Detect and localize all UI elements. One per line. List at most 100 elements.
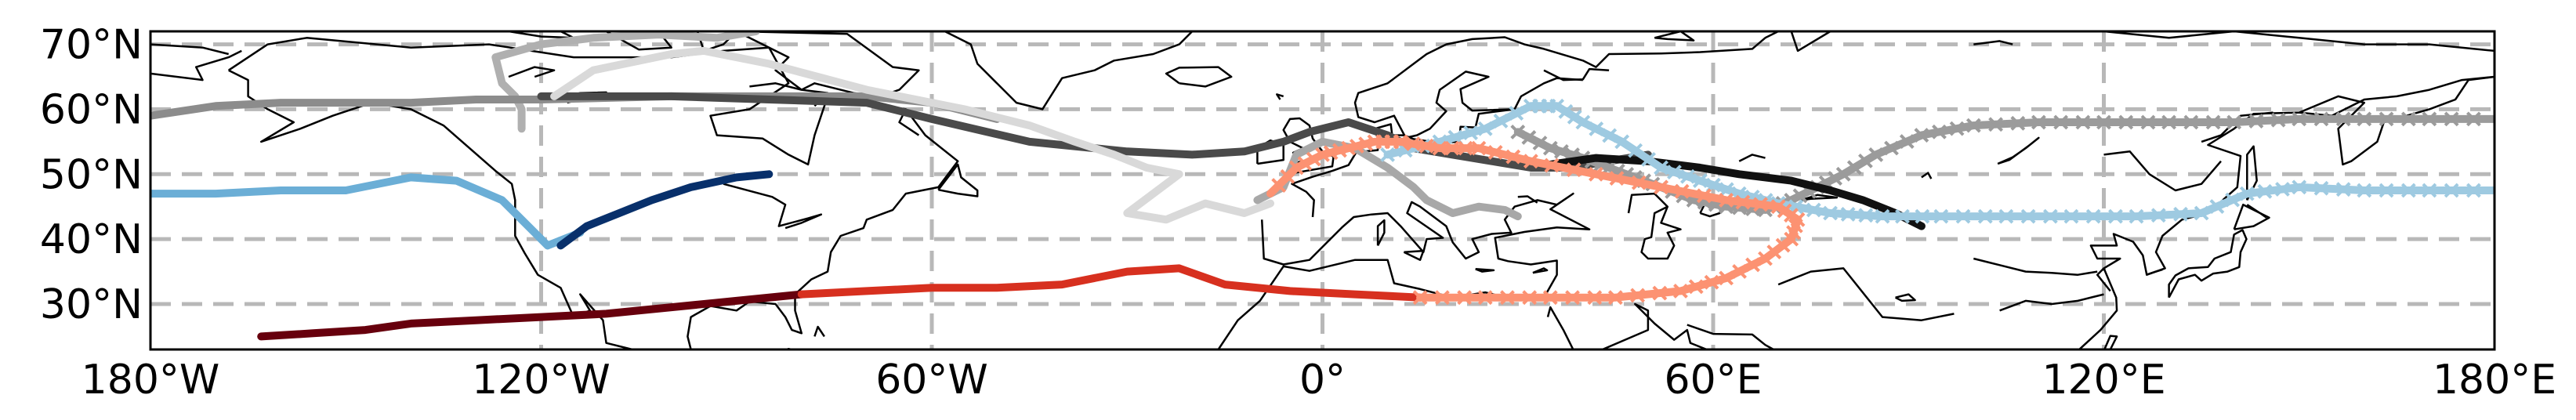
trajectory-marker [1652,285,1668,301]
trajectory-marker [2422,111,2437,127]
trajectory-marker [1770,199,1786,215]
trajectory-marker [1692,173,1708,188]
trajectory-marker [2465,183,2481,198]
trajectory-marker [1432,140,1447,156]
x-tick-label: 120°E [2042,357,2165,404]
trajectory-marker [1522,290,1538,306]
trajectory-marker [1680,168,1695,184]
x-tick-label: 0° [1299,357,1346,404]
trajectory-marker [2108,208,2123,224]
trajectory-marker [1933,208,1949,224]
trajectory-marker [1458,140,1473,156]
trajectory-marker [1510,125,1526,139]
coastline-baffin [735,31,920,98]
trajectory-marker [1477,121,1493,136]
trajectory-marker [1790,212,1806,227]
trajectory-marker [1735,194,1751,210]
coastline-canada-lakes [723,183,823,230]
trajectory-line-8 [556,170,774,250]
trajectory-marker [1745,257,1760,273]
coastline-crete [1475,268,1495,273]
coastline-arctic-siberia [1790,31,2494,52]
trajectory-marker [1667,165,1682,180]
x-tick-label: 180°W [82,357,220,404]
trajectory-marker [1566,162,1581,178]
trajectory-marker [1998,208,2014,224]
trajectory-marker [1493,114,1509,129]
trajectory-marker [1806,202,1821,218]
trajectory-marker [2257,183,2273,199]
coastline-cuba [784,347,796,349]
trajectory-marker [2042,208,2058,224]
trajectory-line-3 [550,46,1274,224]
trajectory-marker [1719,193,1734,208]
coastline-arabia-persia [1546,306,1603,349]
trajectory-line-6 [1546,154,1926,230]
coastline-india-east [1882,348,1885,349]
trajectory-marker [1719,270,1734,286]
trajectory-marker [1674,183,1690,199]
coastline-black-sea-n [1517,195,1538,204]
coastline-caspian [1627,192,1682,260]
trajectory-marker [1895,208,1910,224]
trajectory-marker [1463,125,1479,141]
coastline-kazakh-lake [1738,154,1766,162]
trajectory-marker [1988,117,2003,132]
x-tick-label: 120°W [472,357,610,404]
trajectory-marker [1418,138,1434,154]
map-frame [149,30,2496,351]
coastline-china-rivers [1973,257,2098,276]
trajectory-marker [1447,129,1463,145]
trajectory-marker [1587,290,1603,306]
trajectory-marker [1405,136,1421,151]
coastline-korea-s [2146,268,2163,276]
trajectory-line-12 [1266,137,1802,302]
coastline-kamchatka-alaska-east [150,49,242,81]
trajectory-marker [1766,244,1782,259]
trajectory-marker [1868,147,1884,162]
coastline-newfoundland [937,163,979,197]
trajectory-marker [1412,290,1428,306]
trajectory-marker [1884,140,1899,156]
trajectory-marker [1966,118,1981,133]
trajectories [150,31,2494,341]
coastline-white-sea [1543,67,1610,81]
trajectory-marker [1487,145,1503,160]
trajectory-marker [2275,182,2290,197]
coastline-yellow-sea [2096,267,2111,292]
trajectory-marker [2379,111,2394,127]
trajectory-marker [1554,143,1569,159]
trajectory-marker [2183,114,2199,130]
trajectory-marker [2400,111,2416,127]
trajectory-marker [1509,106,1524,121]
trajectory-marker [2292,179,2307,195]
trajectory-marker [2205,114,2221,130]
coastline-mexico-gulf [687,349,756,378]
trajectory-marker [2209,199,2225,214]
trajectory-marker [1628,143,1643,158]
trajectory-marker [1500,290,1515,306]
coastline-north-america-west [228,69,633,349]
coastline-cyprus [1532,267,1549,274]
trajectory-marker [1532,136,1548,150]
trajectory-line-10 [257,290,806,341]
trajectory-marker [1609,171,1625,186]
trajectory-marker [1549,98,1565,114]
trajectory-marker [1544,158,1560,173]
trajectory-marker [1315,147,1330,162]
trajectory-marker [2010,115,2026,131]
trajectory-marker [2357,183,2372,198]
trajectory-marker [1523,154,1538,169]
trajectory-marker [1753,197,1768,212]
trajectory-marker [1915,208,1930,224]
trajectory-marker [1444,140,1460,156]
y-tick-labels: 30°N 40°N 50°N 60°N 70°N [40,22,143,328]
trajectory-marker [1589,121,1604,136]
trajectory-marker [2335,182,2351,197]
trajectory-marker [1875,208,1890,224]
trajectory-marker [1840,206,1856,222]
trajectory-marker [2140,114,2156,130]
trajectory-marker [1788,199,1804,215]
trajectory-marker [1858,153,1873,168]
